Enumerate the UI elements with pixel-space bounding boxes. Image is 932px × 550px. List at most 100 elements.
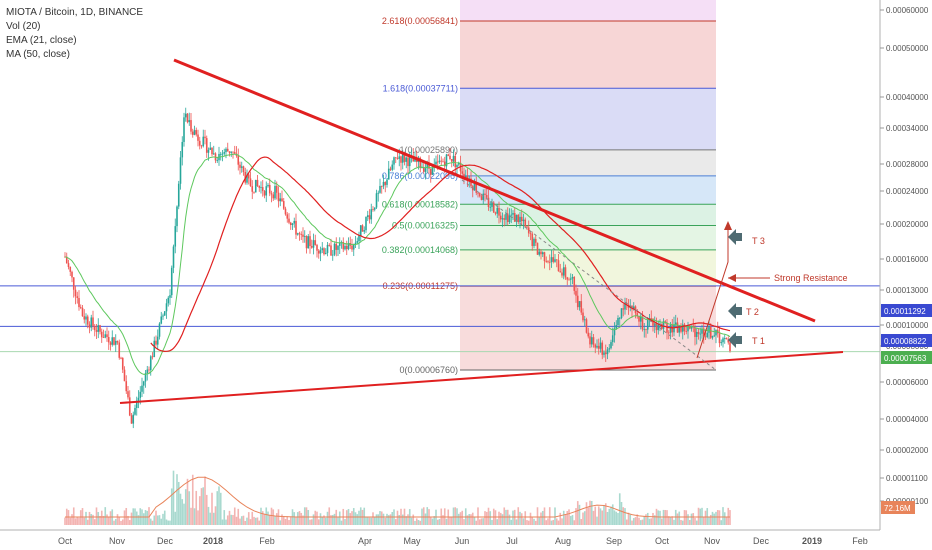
volume-bar	[272, 509, 275, 525]
volume-bar	[610, 506, 612, 525]
volume-bar	[552, 519, 555, 525]
candle-body	[442, 161, 444, 163]
volume-bar	[85, 511, 87, 525]
volume-bar	[508, 514, 511, 525]
volume-bar	[163, 510, 166, 525]
volume-bar	[99, 515, 101, 525]
candle-body	[165, 303, 168, 312]
volume-bar	[601, 510, 604, 525]
candle-body	[438, 160, 441, 163]
candle-body	[116, 340, 119, 343]
candle-body	[69, 266, 72, 272]
volume-bar	[669, 517, 672, 525]
volume-bar	[405, 516, 408, 525]
volume-bar	[93, 519, 96, 525]
time-axis-label: Jul	[506, 536, 518, 546]
volume-bar	[319, 513, 322, 525]
volume-bar	[695, 520, 698, 525]
candle-body	[708, 326, 710, 333]
volume-bar	[468, 513, 471, 525]
volume-bar	[193, 508, 196, 525]
candle-body	[284, 208, 287, 215]
candle-body	[512, 213, 514, 215]
candle-body	[571, 277, 574, 279]
volume-bar	[575, 508, 577, 525]
volume-bar	[67, 510, 70, 525]
candle-body	[267, 184, 269, 187]
candle-body	[167, 297, 170, 304]
volume-bar	[415, 518, 418, 525]
candle-body	[146, 369, 149, 374]
volume-bar	[321, 516, 324, 525]
candle-body	[99, 325, 101, 332]
volume-bar	[146, 510, 149, 525]
volume-bar	[69, 517, 72, 525]
volume-bar	[485, 511, 488, 525]
volume-bar	[709, 514, 712, 525]
candle-body	[326, 244, 329, 253]
candle-body	[421, 167, 423, 169]
volume-bar	[256, 517, 259, 525]
projection-arrows	[696, 221, 770, 359]
volume-bar	[337, 517, 339, 525]
candle-body	[638, 316, 640, 322]
volume-bar	[314, 510, 317, 525]
candle-body	[277, 192, 280, 202]
volume-bar	[604, 503, 607, 525]
fib-retracement: 2.618(0.00056841) 1.618(0.00037711) 1(0.00…	[382, 0, 716, 375]
candle-body	[576, 295, 579, 308]
candle-body	[580, 301, 583, 313]
candle-body	[662, 321, 665, 329]
volume-bar	[232, 514, 234, 525]
candle-body	[547, 261, 549, 263]
candle-body	[585, 319, 588, 333]
volume-bar	[608, 508, 611, 525]
volume-bar	[120, 520, 122, 525]
volume-bar	[606, 511, 609, 525]
legend-title: MIOTA / Bitcoin, 1D, BINANCE	[6, 7, 144, 18]
volume-bar	[204, 476, 206, 525]
volume-bar	[452, 507, 455, 525]
volume-bar	[282, 515, 285, 525]
volume-bar	[569, 515, 572, 525]
candle-body	[407, 157, 409, 167]
volume-bar	[102, 515, 105, 525]
candle-body	[536, 242, 539, 255]
candle-body	[680, 326, 682, 332]
candle-body	[249, 178, 252, 187]
volume-bar	[279, 520, 282, 525]
candle-body	[583, 319, 586, 321]
candle-body	[592, 337, 595, 345]
candle-body	[484, 193, 486, 195]
volume-bar	[179, 493, 182, 525]
volume-bar	[265, 507, 268, 525]
volume-bar	[561, 518, 563, 525]
candle-body	[345, 245, 348, 250]
volume-bar	[298, 511, 301, 525]
candle-body	[590, 337, 593, 345]
volume-bar	[491, 519, 493, 525]
volume-bar	[636, 514, 639, 525]
price-axis-label: 0.00020000	[886, 220, 929, 229]
candle-body	[209, 147, 212, 150]
candle-body	[162, 315, 164, 317]
candle-body	[363, 230, 366, 232]
volume-bar	[477, 507, 479, 525]
candle-body	[328, 244, 331, 246]
volume-bar	[384, 517, 387, 525]
candle-body	[431, 165, 434, 175]
volume-bar	[359, 507, 362, 525]
volume-bar	[480, 518, 483, 525]
candle-body	[552, 257, 555, 262]
volume-bar	[412, 514, 415, 525]
candle-body	[289, 222, 292, 225]
volume-bar	[522, 518, 525, 525]
candle-body	[652, 318, 654, 326]
candle-body	[186, 113, 189, 123]
candle-body	[674, 322, 677, 325]
candle-body	[71, 271, 73, 278]
candle-body	[387, 168, 390, 180]
volume-bar	[356, 514, 359, 525]
candle-body	[365, 216, 367, 231]
